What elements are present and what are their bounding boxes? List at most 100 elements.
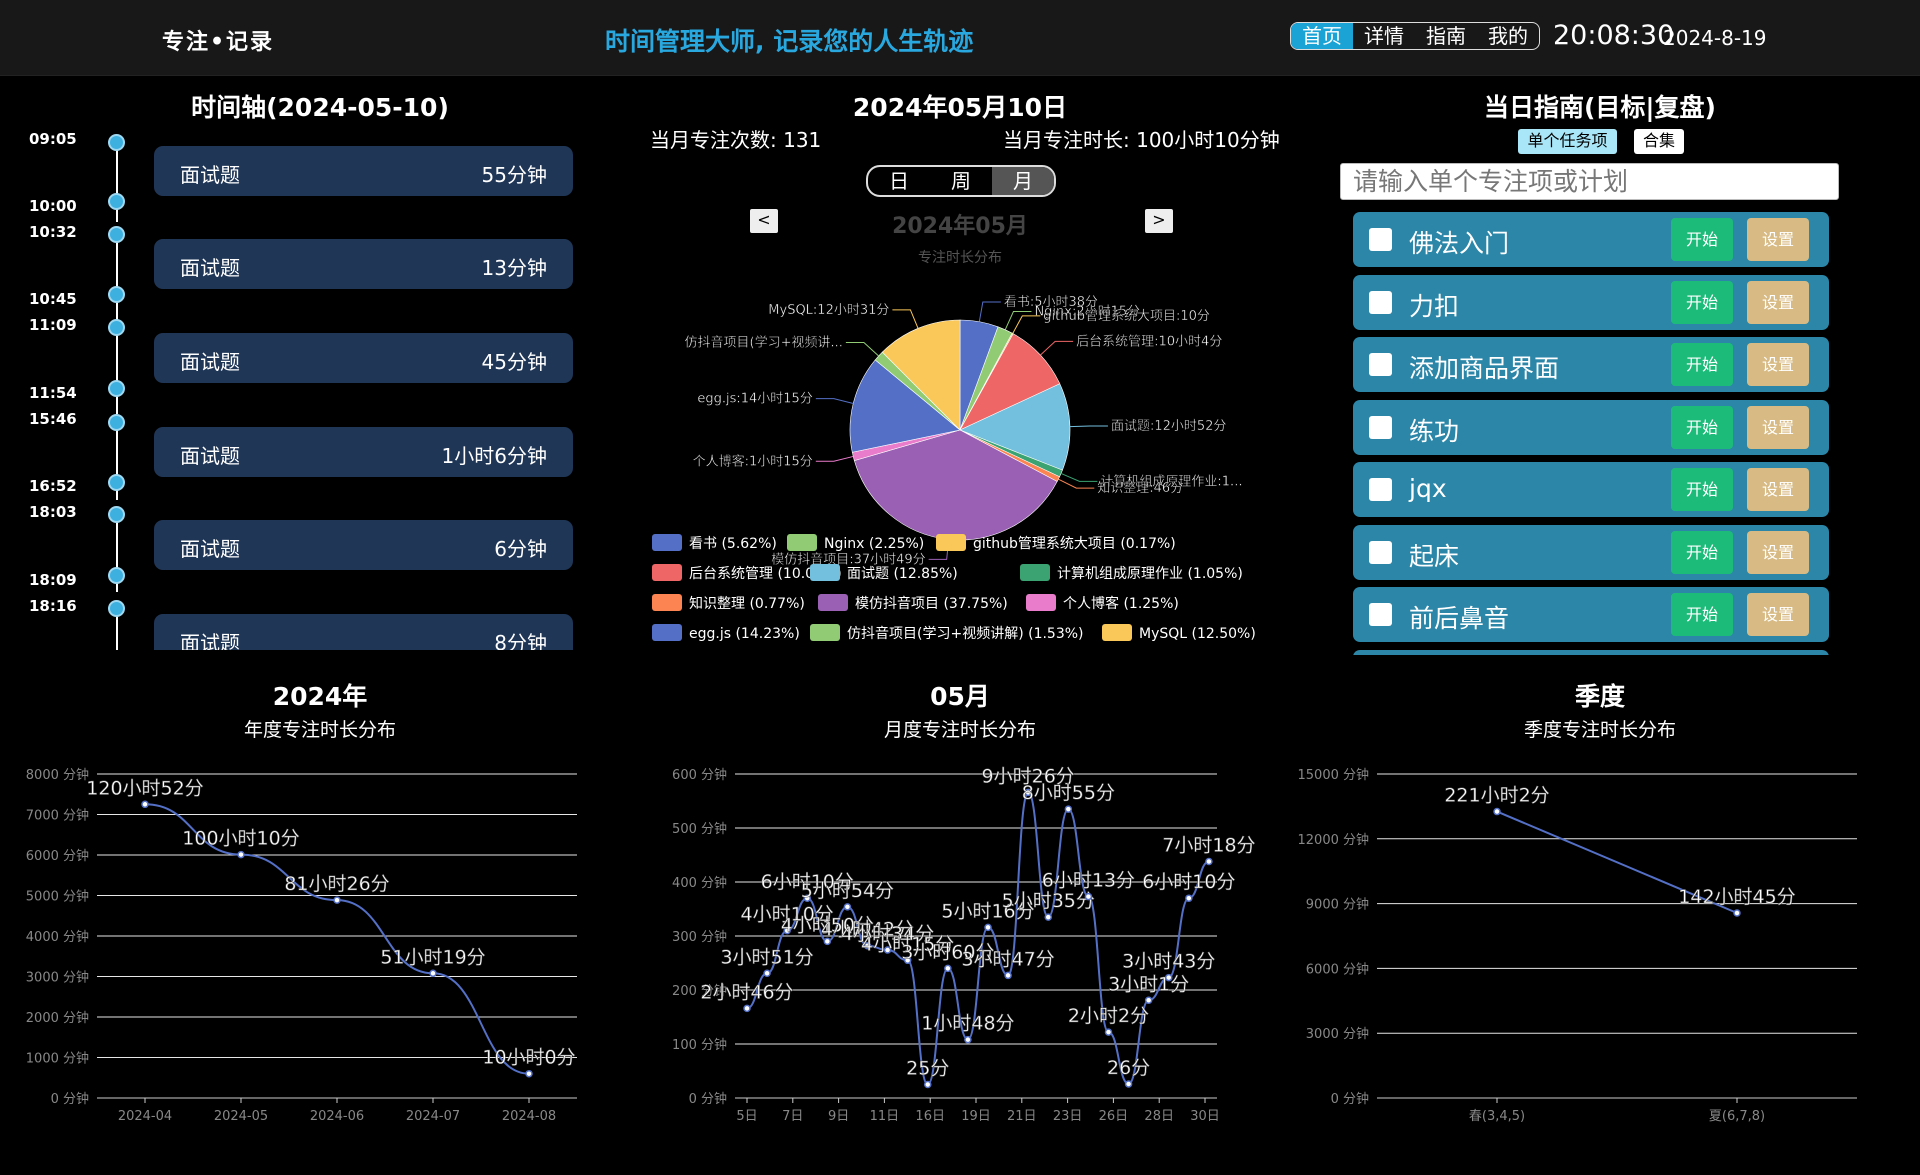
data-point[interactable] <box>1104 1028 1113 1036</box>
legend-swatch[interactable] <box>1026 594 1056 611</box>
task-checkbox[interactable] <box>1369 540 1392 564</box>
data-point[interactable] <box>1165 973 1173 982</box>
legend-label[interactable]: egg.js (14.23%) <box>689 626 800 642</box>
task-checkbox[interactable] <box>1369 415 1392 439</box>
task-start-button[interactable]: 开始 <box>1671 343 1733 386</box>
legend-swatch[interactable] <box>810 624 840 641</box>
legend-label[interactable]: 仿抖音项目(学习+视频讲解) (1.53%) <box>847 625 1084 642</box>
data-point[interactable] <box>333 896 341 904</box>
task-start-button[interactable]: 开始 <box>1671 405 1733 449</box>
legend-swatch[interactable] <box>652 624 682 641</box>
timeline-segment <box>116 516 118 592</box>
data-point[interactable] <box>783 926 791 935</box>
task-checkbox[interactable] <box>1369 478 1392 501</box>
data-point[interactable] <box>1733 909 1741 917</box>
data-point[interactable] <box>1185 894 1193 902</box>
nav-home[interactable]: 首页 <box>1291 23 1353 49</box>
task-settings-button[interactable]: 设置 <box>1747 530 1809 574</box>
collection-button[interactable]: 合集 <box>1634 129 1684 154</box>
data-point[interactable] <box>1124 1080 1133 1088</box>
legend-swatch[interactable] <box>818 594 848 611</box>
legend-label[interactable]: 个人博客 (1.25%) <box>1063 595 1179 612</box>
yearly-chart-subtitle: 年度专注时长分布 <box>243 719 396 741</box>
data-point[interactable] <box>1205 857 1213 866</box>
nav-guide[interactable]: 指南 <box>1426 24 1466 48</box>
legend-swatch[interactable] <box>1020 564 1050 581</box>
task-settings-button[interactable]: 设置 <box>1747 593 1809 636</box>
legend-label[interactable]: 面试题 (12.85%) <box>847 566 958 582</box>
timeline-card[interactable]: 面试题 8分钟 <box>154 614 573 650</box>
task-start-button[interactable]: 开始 <box>1671 468 1733 511</box>
legend-label[interactable]: github管理系统大项目 (0.17%) <box>973 536 1176 552</box>
task-settings-button[interactable]: 设置 <box>1747 218 1809 261</box>
task-start-button[interactable]: 开始 <box>1671 218 1733 261</box>
task-checkbox[interactable] <box>1369 290 1392 314</box>
data-point[interactable] <box>1084 892 1093 901</box>
legend-swatch[interactable] <box>936 534 966 551</box>
timeline-card[interactable]: 面试题 45分钟 <box>154 333 573 383</box>
timeline-card[interactable]: 面试题 55分钟 <box>154 146 573 196</box>
data-point[interactable] <box>1493 807 1501 816</box>
legend-swatch[interactable] <box>652 594 682 611</box>
data-point[interactable] <box>429 969 437 978</box>
data-point[interactable] <box>1004 971 1012 980</box>
single-task-button[interactable]: 单个任务项 <box>1518 129 1617 154</box>
period-month-tab[interactable]: 月 <box>992 167 1054 195</box>
legend-label[interactable]: Nginx (2.25%) <box>824 536 924 552</box>
guide-task-list: 佛法入门 开始 设置 力扣 开始 设置 添加商品界面 开始 设置 练功 开始 设置 jqx 开始 设置 起床开… <box>1353 212 1829 655</box>
legend-label[interactable]: 后台系统管理 (10.05%) <box>689 566 842 582</box>
period-day-tab[interactable]: 日 <box>889 169 909 193</box>
period-week-tab[interactable]: 周 <box>951 169 971 193</box>
data-point[interactable] <box>525 1069 533 1078</box>
legend-label[interactable]: 看书 (5.62%) <box>689 536 777 552</box>
data-point[interactable] <box>1144 996 1153 1005</box>
legend-swatch[interactable] <box>787 534 817 551</box>
legend-swatch[interactable] <box>1102 624 1132 641</box>
legend-swatch[interactable] <box>652 534 682 551</box>
data-point[interactable] <box>903 956 912 965</box>
task-start-button[interactable]: 开始 <box>1671 280 1733 324</box>
data-point[interactable] <box>964 1035 972 1044</box>
data-point[interactable] <box>984 923 992 932</box>
data-point[interactable] <box>803 894 811 902</box>
pie-slice[interactable] <box>959 383 1071 471</box>
legend-label[interactable]: 计算机组成原理作业 (1.05%) <box>1057 566 1243 582</box>
data-point[interactable] <box>763 969 771 978</box>
task-start-button[interactable]: 开始 <box>1671 593 1733 636</box>
task-settings-button[interactable]: 设置 <box>1747 280 1809 324</box>
task-start-button[interactable]: 开始 <box>1671 530 1733 574</box>
data-point[interactable] <box>823 937 832 946</box>
task-settings-button[interactable]: 设置 <box>1747 405 1809 449</box>
data-point[interactable] <box>1064 805 1073 813</box>
data-point[interactable] <box>1024 788 1032 797</box>
data-point[interactable] <box>141 800 149 809</box>
next-month-button[interactable]: > <box>1145 209 1173 233</box>
data-point[interactable] <box>743 1004 751 1013</box>
task-checkbox[interactable] <box>1369 603 1392 626</box>
legend-swatch[interactable] <box>652 564 682 581</box>
legend-swatch[interactable] <box>810 564 840 581</box>
data-point[interactable] <box>883 946 892 954</box>
legend-label[interactable]: MySQL (12.50%) <box>1139 626 1256 642</box>
plan-input[interactable] <box>1340 163 1839 200</box>
data-point[interactable] <box>944 964 952 973</box>
data-point[interactable] <box>863 941 872 950</box>
pie-chart-title: 2024年05月 <box>892 214 1028 239</box>
legend-label[interactable]: 知识整理 (0.77%) <box>689 595 805 612</box>
nav-mine[interactable]: 我的 <box>1488 24 1528 48</box>
task-settings-button[interactable]: 设置 <box>1747 468 1809 511</box>
data-point[interactable] <box>843 903 852 911</box>
task-checkbox[interactable] <box>1369 353 1392 376</box>
data-point[interactable] <box>924 1080 932 1089</box>
prev-month-button[interactable]: < <box>750 209 778 233</box>
nav-details[interactable]: 详情 <box>1364 24 1404 48</box>
timeline-card[interactable]: 面试题 1小时6分钟 <box>154 427 573 477</box>
data-point[interactable] <box>1044 913 1052 921</box>
data-point[interactable] <box>237 850 245 859</box>
task-settings-button[interactable]: 设置 <box>1747 343 1809 386</box>
pie-label-line <box>1058 478 1095 489</box>
timeline-card[interactable]: 面试题 13分钟 <box>154 239 573 289</box>
legend-label[interactable]: 模仿抖音项目 (37.75%) <box>855 595 1008 612</box>
timeline-card[interactable]: 面试题 6分钟 <box>154 520 573 570</box>
task-checkbox[interactable] <box>1369 228 1392 251</box>
